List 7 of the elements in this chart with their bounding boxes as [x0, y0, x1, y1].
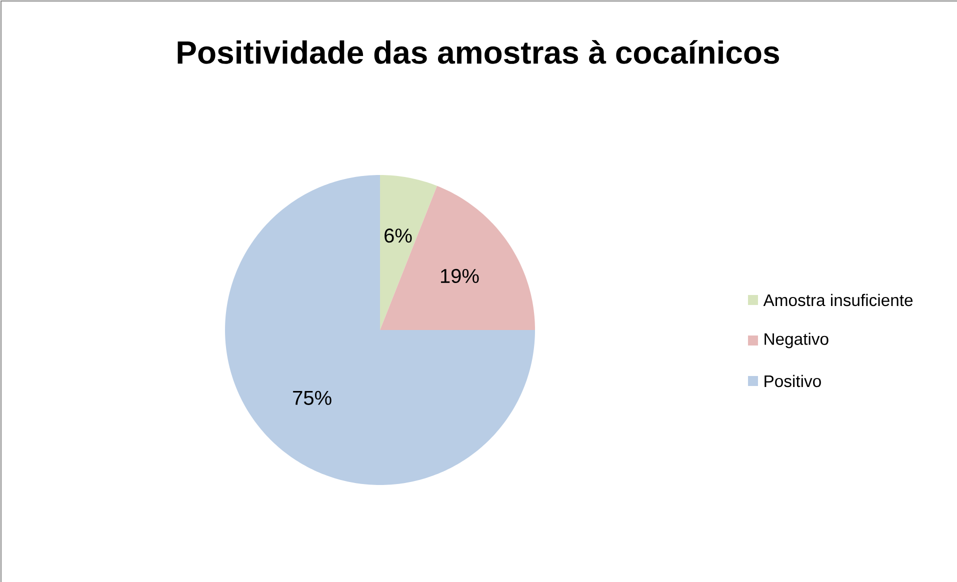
data-label: 75% [293, 390, 332, 405]
legend-label: Positivo [764, 374, 821, 388]
legend-label: Negativo [764, 332, 828, 348]
data-label: 6% [384, 228, 412, 243]
chart-title: Positividade das amostras à cocaínicos [178, 40, 779, 64]
legend-label: Amostra insuficiente [763, 294, 913, 306]
data-label: 19% [441, 268, 479, 284]
